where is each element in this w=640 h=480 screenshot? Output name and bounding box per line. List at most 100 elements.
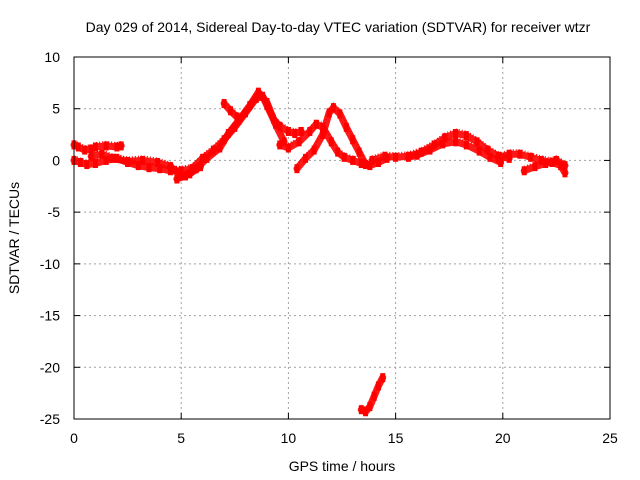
data-point [75,142,81,152]
y-tick-label: 5 [52,101,60,117]
data-point [307,126,313,136]
data-point [358,405,364,415]
x-tick-label: 25 [602,430,618,446]
data-point [92,142,98,152]
data-point [485,145,491,155]
x-axis-label: GPS time / hours [289,458,396,474]
y-tick-label: -20 [40,359,60,375]
data-point [328,137,334,147]
data-point [182,171,188,181]
data-point [167,162,173,172]
data-point [343,122,349,132]
data-point [335,147,341,157]
data-point [356,147,362,157]
data-point [562,161,568,171]
data-point [110,153,116,163]
data-point [285,143,291,153]
y-tick-labels: -25 -20 -15 -10 -5 0 5 10 [40,49,60,427]
data-point [285,126,291,136]
data-point [521,166,527,176]
data-point [463,131,469,141]
data-point [532,162,538,172]
data-point [221,99,227,109]
data-point [277,140,283,150]
data-point [114,142,120,152]
x-tick-label: 0 [70,430,78,446]
data-point [103,141,109,151]
data-point [88,151,94,161]
data-point [474,137,480,147]
data-point [442,133,448,143]
x-tick-labels: 0 5 10 15 20 25 [70,430,618,446]
series-track-d [173,86,288,184]
data-point [313,119,319,129]
y-tick-label: 10 [44,49,60,65]
data-point [303,153,309,163]
data-point [350,135,356,145]
y-tick-label: -15 [40,308,60,324]
data-point [118,141,124,151]
data-point [178,166,184,176]
data-point [264,98,270,108]
data-point [350,155,356,165]
data-point [155,157,161,167]
data-point [517,149,523,159]
data-point [367,402,373,412]
data-point [528,152,534,162]
data-point [375,381,381,391]
x-tick-label: 15 [388,430,404,446]
data-point [255,87,261,97]
data-point [125,156,131,166]
data-point [453,137,459,147]
data-point [77,157,83,167]
data-point [294,164,300,174]
data-point [140,155,146,165]
data-point [380,373,386,383]
data-point [135,161,141,171]
series-track-h [368,128,513,165]
y-tick-label: -10 [40,256,60,272]
data-point [99,149,105,159]
data-point [506,149,512,159]
data-point [82,145,88,155]
data-point [543,159,549,169]
data-point [247,101,253,111]
y-axis-label: SDTVAR / TECUs [6,182,22,294]
x-tick-label: 10 [281,430,297,446]
data-point [292,129,298,139]
data-point [363,160,369,170]
series-trace-jitter [91,149,202,173]
data-point [440,139,446,149]
data-point [375,157,381,167]
data-point [228,106,234,116]
data-point [414,150,420,160]
data-point [326,108,332,118]
data-point [393,152,399,162]
data-point [225,129,231,139]
x-tick-label: 20 [495,430,511,446]
y-tick-label: -25 [40,411,60,427]
data-point [553,155,559,165]
data-point [371,391,377,401]
grid-lines [74,57,610,419]
chart-title: Day 029 of 2014, Sidereal Day-to-day VTE… [86,19,591,35]
data-point [562,168,568,178]
data-point [146,163,152,173]
data-point [88,144,94,154]
data-point [453,129,459,139]
data-point [476,146,482,156]
series-track-l [357,373,387,417]
data-point [363,407,369,417]
x-tick-label: 5 [177,430,185,446]
data-point [234,112,240,122]
data-point [496,153,502,163]
y-tick-label: 0 [52,152,60,168]
series-track-k [520,155,569,176]
data-point [369,155,375,165]
data-point [92,159,98,169]
data-point [405,152,411,162]
data-point [382,151,388,161]
data-point [204,153,210,163]
data-point [296,137,302,147]
